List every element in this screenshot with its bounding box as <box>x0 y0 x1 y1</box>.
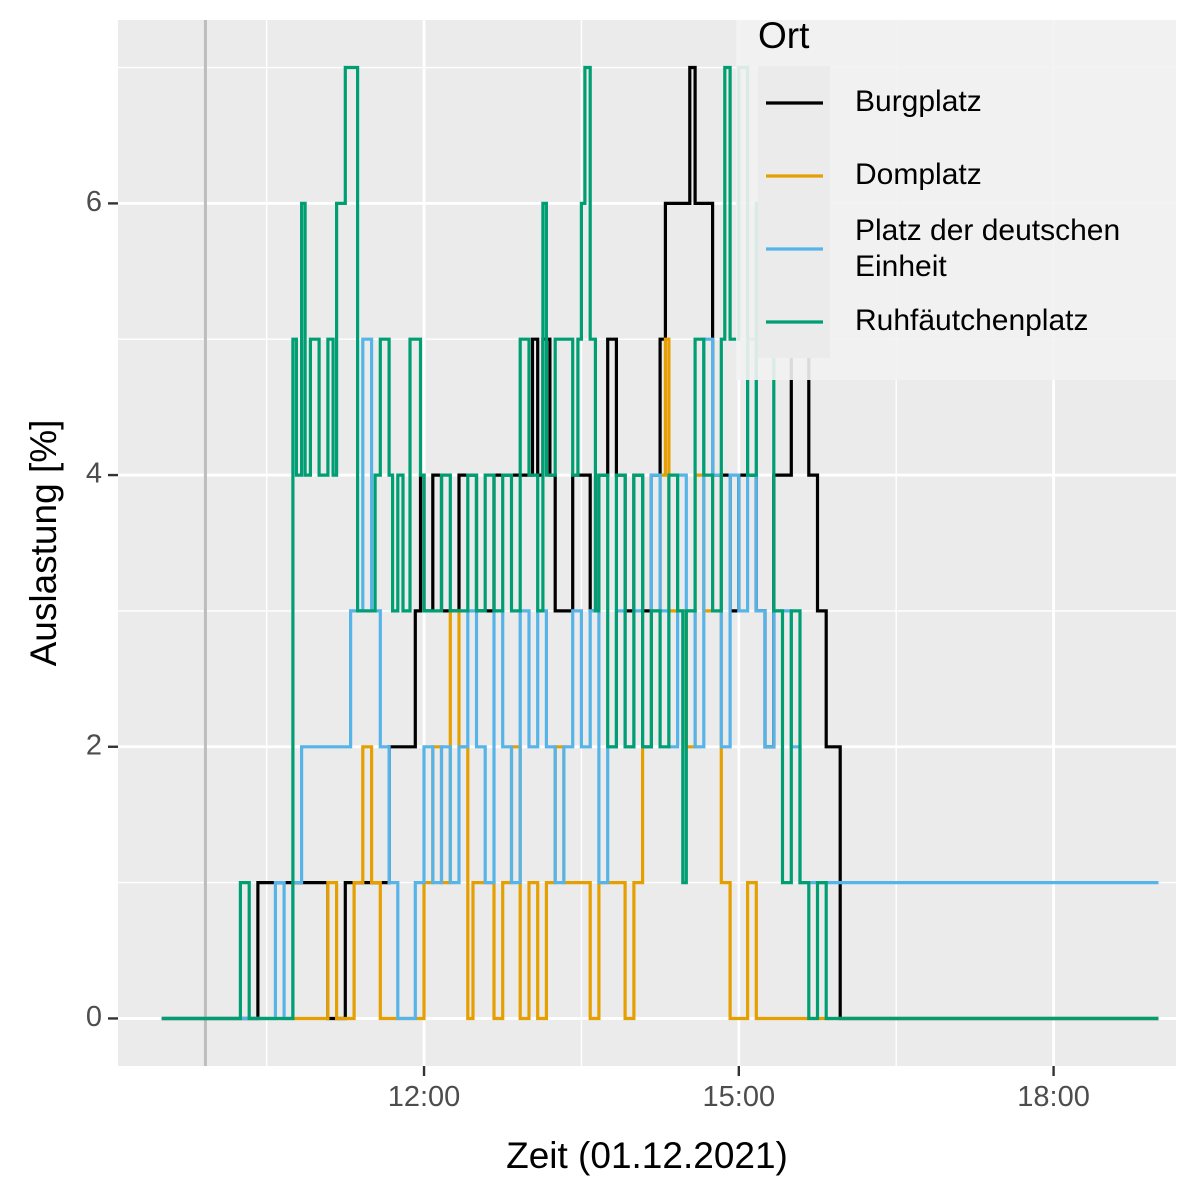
y-axis-title: Auslastung [%] <box>23 420 64 667</box>
legend: Ort Burgplatz Domplatz Platz der deutschen… <box>736 15 1176 380</box>
legend-label-line: Einheit <box>855 250 947 283</box>
y-tick-label: 4 <box>86 458 102 490</box>
legend-label: Ruhfäutchenplatz <box>855 304 1089 337</box>
legend-label: Platz der deutschen Einheit <box>855 214 1120 283</box>
legend-key-background <box>758 66 830 358</box>
series-line-2 <box>161 337 1159 1021</box>
x-tick-label: 18:00 <box>1017 1081 1090 1113</box>
series-line-3 <box>161 65 1159 1021</box>
legend-title: Ort <box>758 15 810 56</box>
x-axis: 12:00 15:00 18:00 <box>388 1066 1090 1113</box>
y-tick-label: 6 <box>86 186 102 218</box>
legend-items: Burgplatz Domplatz Platz der deutschen Einh… <box>766 85 1120 337</box>
y-tick-label: 2 <box>86 729 102 761</box>
y-axis: 0 2 4 6 <box>86 186 118 1033</box>
legend-label: Burgplatz <box>855 85 982 118</box>
series-lines <box>161 65 1159 1021</box>
y-tick-label: 0 <box>86 1001 102 1033</box>
legend-label: Domplatz <box>855 158 982 191</box>
legend-label-line: Platz der deutschen <box>855 214 1120 247</box>
x-tick-label: 15:00 <box>703 1081 776 1113</box>
x-tick-label: 12:00 <box>388 1081 461 1113</box>
x-axis-title: Zeit (01.12.2021) <box>506 1135 788 1176</box>
